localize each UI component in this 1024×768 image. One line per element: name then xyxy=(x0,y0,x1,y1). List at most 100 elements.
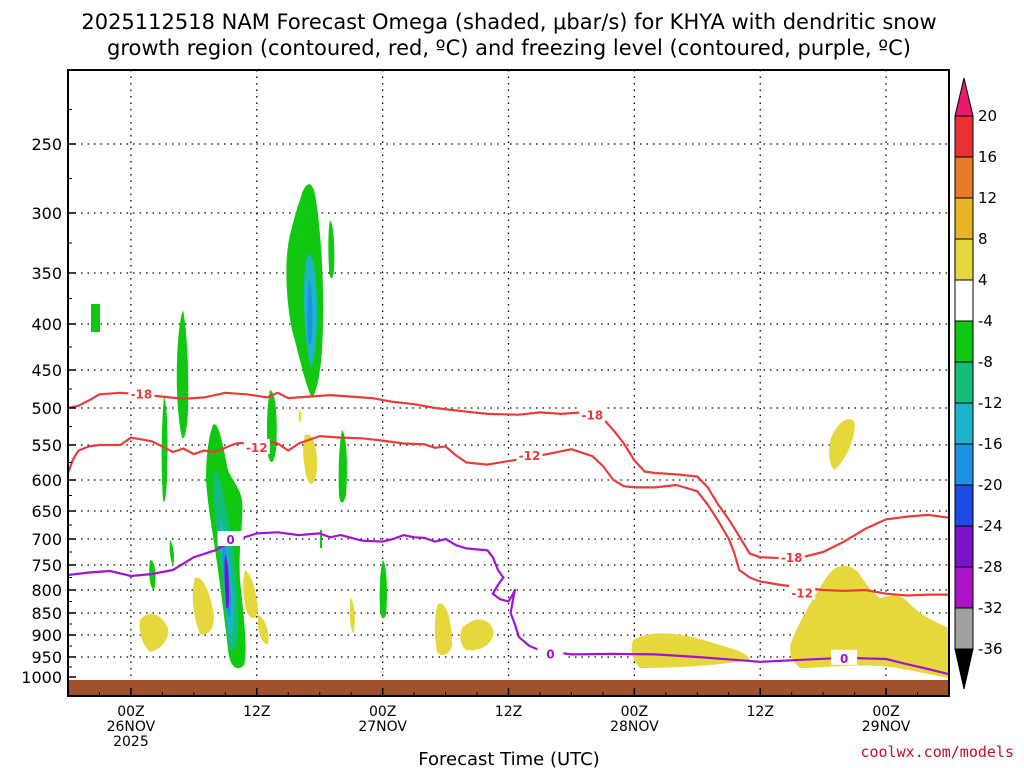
y-tick-label: 900 xyxy=(31,626,62,645)
y-tick-label: 850 xyxy=(31,604,62,623)
colorbar-swatch xyxy=(954,443,974,486)
contour-label-bg xyxy=(243,439,270,455)
chart-title-line2: growth region (contoured, red, ºC) and f… xyxy=(107,36,911,60)
y-tick-label: 450 xyxy=(31,361,62,380)
x-tick-label: 00Z xyxy=(872,704,899,720)
contour-label: -18 xyxy=(131,388,153,402)
contour-line xyxy=(68,391,949,560)
colorbar-label: -8 xyxy=(978,353,993,371)
colorbar-label: 20 xyxy=(978,107,997,125)
omega-sink-5 xyxy=(303,434,318,485)
colorbar-swatch xyxy=(954,238,974,281)
omega-cell-col1 xyxy=(176,310,189,439)
colorbar-swatch xyxy=(954,279,974,322)
contour-label: -18 xyxy=(582,409,604,423)
y-tick-label: 250 xyxy=(31,135,62,154)
omega-sink-3 xyxy=(243,570,258,619)
colorbar-label: -4 xyxy=(978,312,993,330)
y-tick-label: 650 xyxy=(31,502,62,521)
omega-sink-2 xyxy=(192,577,214,635)
y-tick-label: 600 xyxy=(31,471,62,490)
contour-label-bg xyxy=(831,649,858,665)
colorbar-label: -28 xyxy=(978,558,1003,576)
x-tick-label: 12Z xyxy=(495,704,522,720)
colorbar-label: 16 xyxy=(978,148,997,166)
contour-label-bg xyxy=(217,531,244,546)
colorbar-label: 8 xyxy=(978,230,988,248)
omega-sink-7 xyxy=(434,603,452,656)
colorbar-swatch xyxy=(954,115,974,158)
colorbar-swatch xyxy=(954,197,974,240)
y-tick-label: 1000 xyxy=(21,668,62,687)
y-tick-label: 350 xyxy=(31,264,62,283)
omega-cell-tick xyxy=(320,530,322,548)
colorbar-label: -36 xyxy=(978,640,1003,658)
contour-label: 0 xyxy=(840,652,848,666)
x-tick-label: 29NOV xyxy=(862,719,911,735)
contour-line xyxy=(68,435,949,597)
x-tick-label: 28NOV xyxy=(610,719,659,735)
contour-label-bg xyxy=(789,584,816,600)
x-tick-label: 26NOV xyxy=(107,719,156,735)
omega-sink-10 xyxy=(829,419,855,470)
colorbar-bottom-arrow xyxy=(954,648,974,690)
x-tick-label: 2025 xyxy=(113,734,149,750)
x-axis-label: Forecast Time (UTC) xyxy=(418,749,599,768)
colorbar-swatch xyxy=(954,402,974,445)
colorbar-label: -24 xyxy=(978,517,1003,535)
contour-label-bg xyxy=(579,406,606,422)
contour-label-bg xyxy=(516,446,543,462)
colorbar-swatch xyxy=(954,607,974,650)
contour-layer: -18 -18 -18 -12 -12 -12 0 0 0 xyxy=(68,385,949,676)
y-tick-label: 800 xyxy=(31,581,62,600)
omega-shading xyxy=(91,184,949,678)
y-tick-label: 950 xyxy=(31,648,62,667)
y-axis: 250 300 350 400 450 500 550 600 650 700 750 800 850 9… xyxy=(21,109,76,687)
omega-sink-1 xyxy=(139,613,169,652)
colorbar-swatch xyxy=(954,525,974,568)
omega-cell-upper-core2 xyxy=(307,280,313,345)
omega-cell-col3 xyxy=(169,540,174,565)
colorbar-label: 4 xyxy=(978,271,988,289)
x-tick-label: 27NOV xyxy=(358,719,407,735)
y-tick-label: 300 xyxy=(31,204,62,223)
x-tick-label: 00Z xyxy=(369,704,396,720)
x-tick-label: 12Z xyxy=(243,704,270,720)
contour-label: 0 xyxy=(546,647,554,661)
y-tick-label: 400 xyxy=(31,315,62,334)
colorbar-label: -32 xyxy=(978,599,1003,617)
colorbar-swatch xyxy=(954,361,974,404)
colorbar-top-arrow xyxy=(954,77,974,117)
omega-sink-6 xyxy=(349,598,355,633)
contour-label-bg xyxy=(537,645,564,661)
x-tick-label: 00Z xyxy=(117,704,144,720)
y-tick-label: 550 xyxy=(31,436,62,455)
omega-cell-upper-small xyxy=(328,220,335,279)
contour-label: -12 xyxy=(519,449,541,463)
y-tick-label: 700 xyxy=(31,530,62,549)
colorbar-label: -20 xyxy=(978,476,1003,494)
omega-sink-11 xyxy=(790,565,949,678)
contour-label: -12 xyxy=(246,441,268,455)
y-tick-label: 500 xyxy=(31,399,62,418)
x-tick-label: 12Z xyxy=(747,704,774,720)
colorbar-label: -12 xyxy=(978,394,1003,412)
contour-label: -12 xyxy=(791,586,813,600)
chart-title-line1: 2025112518 NAM Forecast Omega (shaded, μ… xyxy=(81,10,936,34)
y-tick-label: 750 xyxy=(31,556,62,575)
contour-label-bg xyxy=(778,549,805,565)
colorbar-swatch xyxy=(954,484,974,527)
colorbar-label: 12 xyxy=(978,189,997,207)
x-tick-label: 00Z xyxy=(621,704,648,720)
omega-sink-12 xyxy=(298,410,302,422)
contour-label-bg xyxy=(128,385,155,401)
colorbar: 20 16 12 8 4 -4 -8 -12 -16 -20 -24 -28 -32 -36 xyxy=(954,77,1003,690)
colorbar-swatch xyxy=(954,320,974,363)
contour-label: 0 xyxy=(226,533,234,547)
omega-cell-box xyxy=(91,304,100,332)
omega-cell-main-purple xyxy=(224,555,229,609)
colorbar-swatch xyxy=(954,566,974,609)
omega-cell-col7 xyxy=(379,560,387,619)
